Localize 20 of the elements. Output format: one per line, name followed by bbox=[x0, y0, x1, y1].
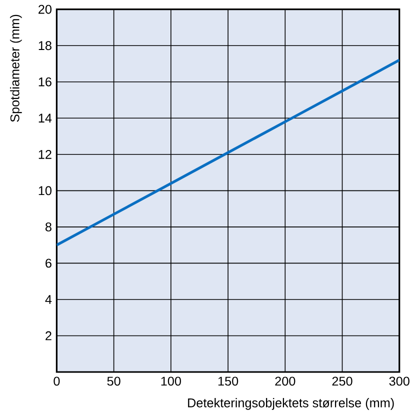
y-tick-label: 8 bbox=[46, 222, 52, 232]
x-axis-title: Detekteringsobjektets størrelse (mm) bbox=[188, 398, 394, 410]
y-tick-label: 14 bbox=[39, 114, 52, 122]
y-tick-label: 10 bbox=[39, 186, 52, 196]
y-axis-title: Spotdiameter (mm) bbox=[10, 14, 22, 122]
y-tick-label: 6 bbox=[46, 258, 52, 268]
y-tick-label: 18 bbox=[39, 41, 52, 50]
y-tick-label: 20 bbox=[38, 4, 52, 14]
y-tick-label: 12 bbox=[39, 150, 52, 159]
x-tick-label: 50 bbox=[107, 376, 120, 386]
y-tick-label: 4 bbox=[45, 295, 52, 304]
y-tick-label: 16 bbox=[39, 77, 52, 86]
x-tick-label: 200 bbox=[275, 376, 296, 386]
x-tick-label: 150 bbox=[218, 376, 238, 386]
x-tick-label: 300 bbox=[389, 376, 410, 386]
y-tick-label: 2 bbox=[46, 331, 52, 340]
x-tick-label: 0 bbox=[54, 376, 60, 386]
x-tick-label: 100 bbox=[161, 376, 182, 386]
x-tick-label: 250 bbox=[332, 376, 352, 386]
line-series bbox=[56, 58, 400, 246]
